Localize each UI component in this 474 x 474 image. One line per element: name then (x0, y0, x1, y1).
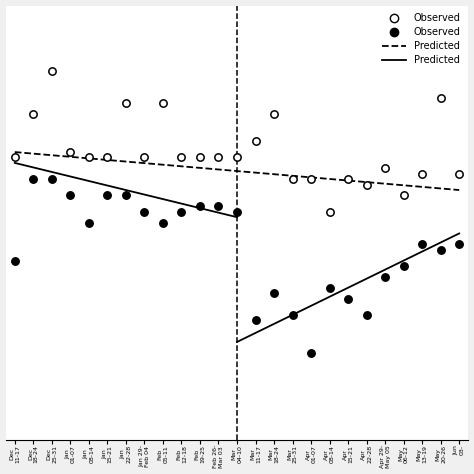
Point (178, 154, 185, 161)
Point (233, 154, 241, 161)
Point (381, 164, 389, 172)
Point (381, 273, 389, 281)
Point (437, 246, 445, 254)
Point (141, 208, 148, 216)
Point (456, 170, 463, 178)
Point (270, 110, 278, 118)
Point (122, 191, 130, 199)
Point (178, 208, 185, 216)
Point (270, 289, 278, 297)
Point (326, 208, 333, 216)
Point (289, 311, 296, 319)
Point (307, 349, 315, 356)
Point (363, 181, 370, 188)
Point (85, 154, 93, 161)
Point (29, 110, 37, 118)
Point (122, 100, 130, 107)
Point (85, 219, 93, 227)
Legend: Observed, Observed, Predicted, Predicted: Observed, Observed, Predicted, Predicted (379, 10, 464, 68)
Point (11, 154, 18, 161)
Point (252, 317, 259, 324)
Point (289, 175, 296, 183)
Point (48, 67, 55, 74)
Point (215, 202, 222, 210)
Point (104, 191, 111, 199)
Point (363, 311, 370, 319)
Point (437, 94, 445, 101)
Point (66, 148, 74, 156)
Point (104, 154, 111, 161)
Point (344, 175, 352, 183)
Point (400, 262, 408, 270)
Point (196, 202, 204, 210)
Point (48, 175, 55, 183)
Point (66, 191, 74, 199)
Point (419, 240, 426, 248)
Point (344, 295, 352, 302)
Point (400, 191, 408, 199)
Point (141, 154, 148, 161)
Point (252, 137, 259, 145)
Point (11, 257, 18, 264)
Point (159, 219, 167, 227)
Point (215, 154, 222, 161)
Point (233, 208, 241, 216)
Point (307, 175, 315, 183)
Point (29, 175, 37, 183)
Point (456, 240, 463, 248)
Point (159, 100, 167, 107)
Point (326, 284, 333, 292)
Point (196, 154, 204, 161)
Point (419, 170, 426, 178)
